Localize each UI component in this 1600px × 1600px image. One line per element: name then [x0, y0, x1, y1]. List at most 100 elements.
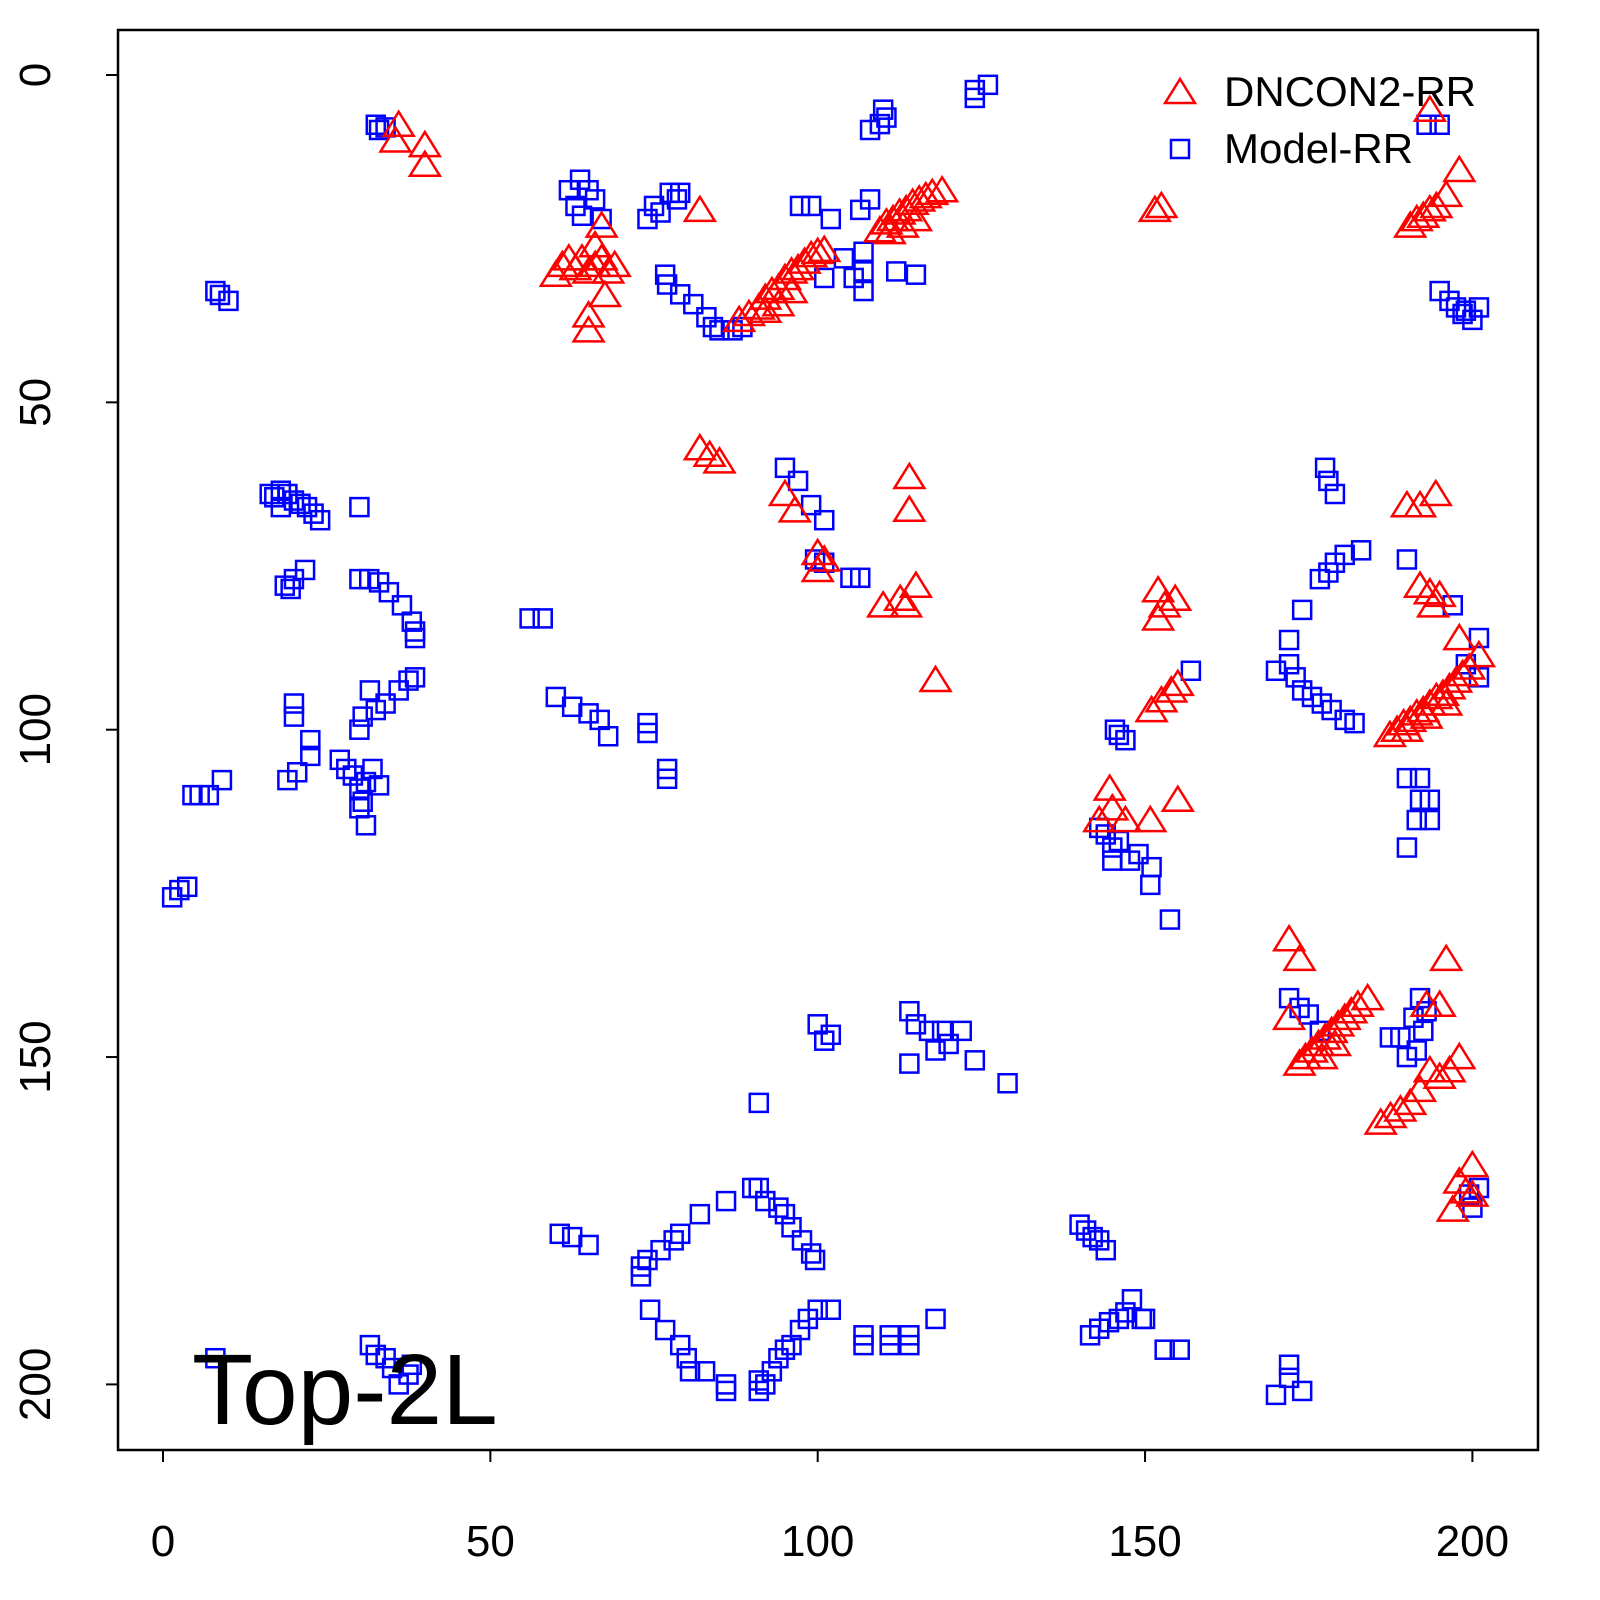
model-rr-point: [300, 729, 321, 751]
model-rr-point: [643, 195, 665, 217]
dncon2-rr-point: [381, 109, 416, 138]
model-rr-point: [876, 107, 897, 128]
x-tick-label: 150: [1108, 1517, 1181, 1566]
dncon2-rr-point: [1160, 784, 1195, 813]
plot-area: [116, 28, 1540, 1452]
model-rr-point: [1134, 1308, 1156, 1330]
model-rr-point: [899, 1334, 920, 1356]
model-rr-point: [774, 1339, 796, 1360]
model-rr-point: [398, 670, 419, 691]
dncon2-rr-point: [774, 256, 809, 284]
model-rr-point: [807, 1299, 828, 1321]
model-rr-point: [381, 1357, 403, 1379]
model-rr-point: [578, 1234, 599, 1256]
model-rr-point: [1291, 1380, 1313, 1402]
model-rr-point: [1291, 599, 1313, 621]
model-rr-point: [1409, 987, 1431, 1009]
dncon2-rr-point: [800, 537, 835, 566]
dncon2-rr-point: [1282, 943, 1317, 972]
model-rr-point: [886, 261, 907, 282]
model-rr-point: [789, 195, 811, 217]
dncon2-rr-point: [1095, 792, 1130, 821]
model-rr-point: [905, 1014, 927, 1035]
dncon2-rr-point: [1442, 622, 1477, 651]
model-rr-point: [571, 205, 593, 227]
model-rr-point: [669, 1223, 691, 1245]
model-rr-point: [549, 1223, 570, 1245]
model-rr-point: [205, 1347, 226, 1369]
model-rr-point: [519, 608, 540, 629]
model-rr-point: [1082, 1226, 1103, 1248]
dncon2-rr-point: [1144, 190, 1179, 219]
model-rr-point: [352, 706, 373, 727]
dncon2-rr-point: [915, 177, 950, 206]
model-rr-point: [1390, 1027, 1411, 1048]
model-rr-point: [1159, 909, 1181, 930]
model-rr-point: [715, 1190, 737, 1212]
dncon2-rr-point: [872, 216, 907, 245]
model-rr-point: [1396, 837, 1418, 858]
dncon2-rr-point: [1350, 982, 1385, 1011]
model-rr-point: [899, 1000, 920, 1022]
model-rr-point: [656, 768, 678, 790]
model-rr-point: [813, 267, 835, 289]
dncon2-rr-point: [908, 180, 943, 209]
model-rr-point: [787, 470, 809, 492]
dncon2-rr-point: [590, 256, 626, 284]
dncon2-rr-point: [1442, 1041, 1477, 1070]
model-rr-point: [755, 1374, 776, 1395]
model-rr-point: [761, 1361, 783, 1382]
model-rr-point: [925, 1040, 946, 1061]
dncon2-rr-point: [748, 282, 783, 310]
model-rr-point: [800, 494, 822, 516]
dncon2-rr-point: [865, 589, 901, 618]
model-rr-point: [1108, 724, 1130, 746]
model-rr-point: [918, 1020, 940, 1042]
dncon2-rr-point: [682, 194, 718, 223]
chart-annotation: Top-2L: [192, 1334, 498, 1446]
model-rr-point: [355, 815, 377, 836]
model-rr-point: [584, 189, 606, 210]
dncon2-rr-point: [1455, 1179, 1490, 1207]
model-rr-point: [349, 719, 370, 740]
model-rr-point: [352, 791, 373, 812]
model-rr-point: [1416, 1000, 1437, 1022]
model-rr-point: [378, 581, 400, 603]
model-rr-point: [899, 1053, 920, 1074]
model-rr-point: [1298, 1004, 1319, 1025]
model-rr-point: [1278, 1354, 1300, 1376]
model-rr-point: [689, 1203, 711, 1225]
dncon2-rr-point: [888, 589, 924, 618]
model-rr-point: [859, 189, 881, 210]
model-rr-point: [1180, 660, 1202, 682]
model-rr-point: [300, 745, 321, 767]
dncon2-rr-point: [1144, 684, 1179, 713]
model-rr-point: [637, 722, 658, 744]
dncon2-rr-point: [1412, 94, 1448, 122]
dncon2-rr-point: [1147, 589, 1182, 618]
dncon2-rr-point: [918, 664, 953, 693]
model-rr-point: [368, 775, 390, 796]
model-rr-point: [1314, 457, 1336, 479]
model-rr-point: [964, 87, 986, 109]
dncon2-rr-point: [1409, 989, 1444, 1017]
y-tick-label: 200: [11, 1348, 60, 1421]
model-rr-point: [997, 1072, 1018, 1094]
dncon2-rr-point: [807, 234, 842, 263]
dncon2-rr-point: [1137, 194, 1173, 223]
model-rr-point: [1409, 767, 1431, 789]
model-rr-point: [1455, 300, 1477, 321]
dncon2-rr-point: [1154, 675, 1189, 703]
model-rr-point: [1344, 712, 1365, 734]
x-tick-label: 50: [466, 1517, 515, 1566]
dncon2-rr-point: [1134, 694, 1169, 723]
model-rr-point: [1095, 824, 1117, 845]
model-rr-point: [683, 293, 704, 315]
y-tick-label: 150: [11, 1020, 60, 1093]
model-rr-point: [286, 762, 308, 783]
model-rr-point: [336, 758, 357, 780]
dncon2-rr-point: [577, 249, 613, 278]
model-rr-point: [1128, 843, 1149, 865]
legend-marker-triangle-icon: [1162, 76, 1198, 105]
model-rr-point: [597, 725, 619, 747]
